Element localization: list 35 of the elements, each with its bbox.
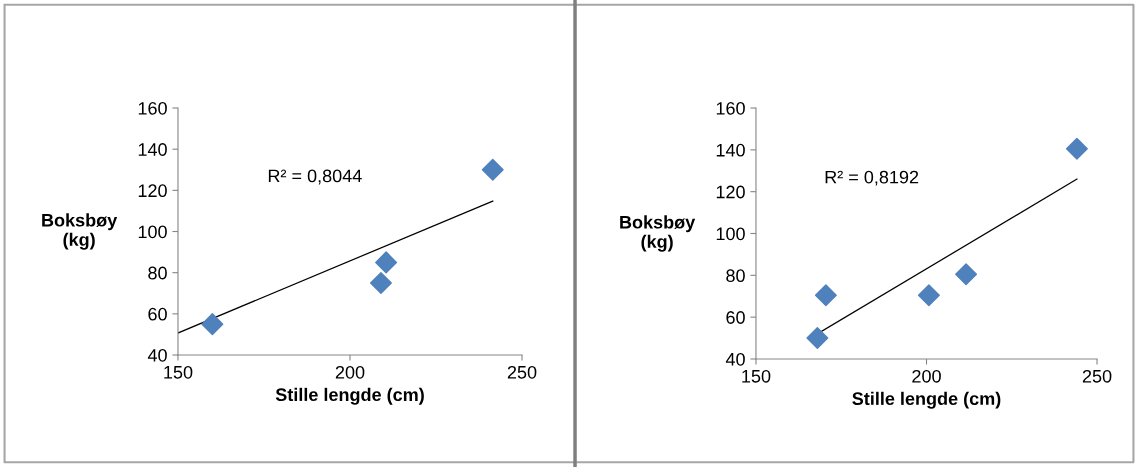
- x-tick-label: 200: [335, 365, 365, 379]
- y-tick-label: 160: [138, 101, 167, 115]
- x-tick-label: 200: [912, 369, 941, 383]
- annotation: R² = 0,8044: [268, 169, 362, 185]
- y-tick-label: 160: [716, 101, 745, 115]
- y-tick-label: 40: [725, 352, 745, 366]
- y-tick-label: 60: [726, 311, 745, 324]
- point: [814, 284, 837, 307]
- y-tick-label: 120: [138, 184, 167, 198]
- y-axis-title: Boksbøy (kg): [42, 213, 118, 250]
- point: [1065, 137, 1088, 160]
- point: [481, 158, 504, 181]
- x-tick-label: 150: [742, 369, 771, 383]
- point: [375, 251, 398, 274]
- x-tick-label: 250: [1082, 369, 1112, 383]
- x-tick-label: 250: [507, 365, 537, 379]
- x-axis-title: Stille lengde (cm): [275, 387, 424, 405]
- x-axis-title: Stille lengde (cm): [852, 391, 1001, 409]
- y-tick-label: 120: [716, 185, 745, 199]
- point: [806, 327, 829, 350]
- y-axis-title: Boksbøy (kg): [620, 215, 696, 252]
- point: [369, 271, 392, 294]
- y-tick-label: 100: [138, 225, 167, 239]
- y-tick-label: 80: [148, 266, 167, 280]
- point: [917, 284, 940, 307]
- y-tick-label: 100: [716, 227, 745, 241]
- y-tick-label: 80: [726, 269, 745, 283]
- y-tick-label: 140: [138, 143, 167, 156]
- y-tick-label: 60: [148, 307, 167, 321]
- x-tick-label: 150: [164, 365, 193, 379]
- y-tick-label: 40: [147, 348, 167, 362]
- y-tick-label: 140: [716, 143, 745, 157]
- point: [201, 313, 224, 336]
- point: [955, 263, 978, 286]
- annotation: R² = 0,8192: [825, 170, 919, 186]
